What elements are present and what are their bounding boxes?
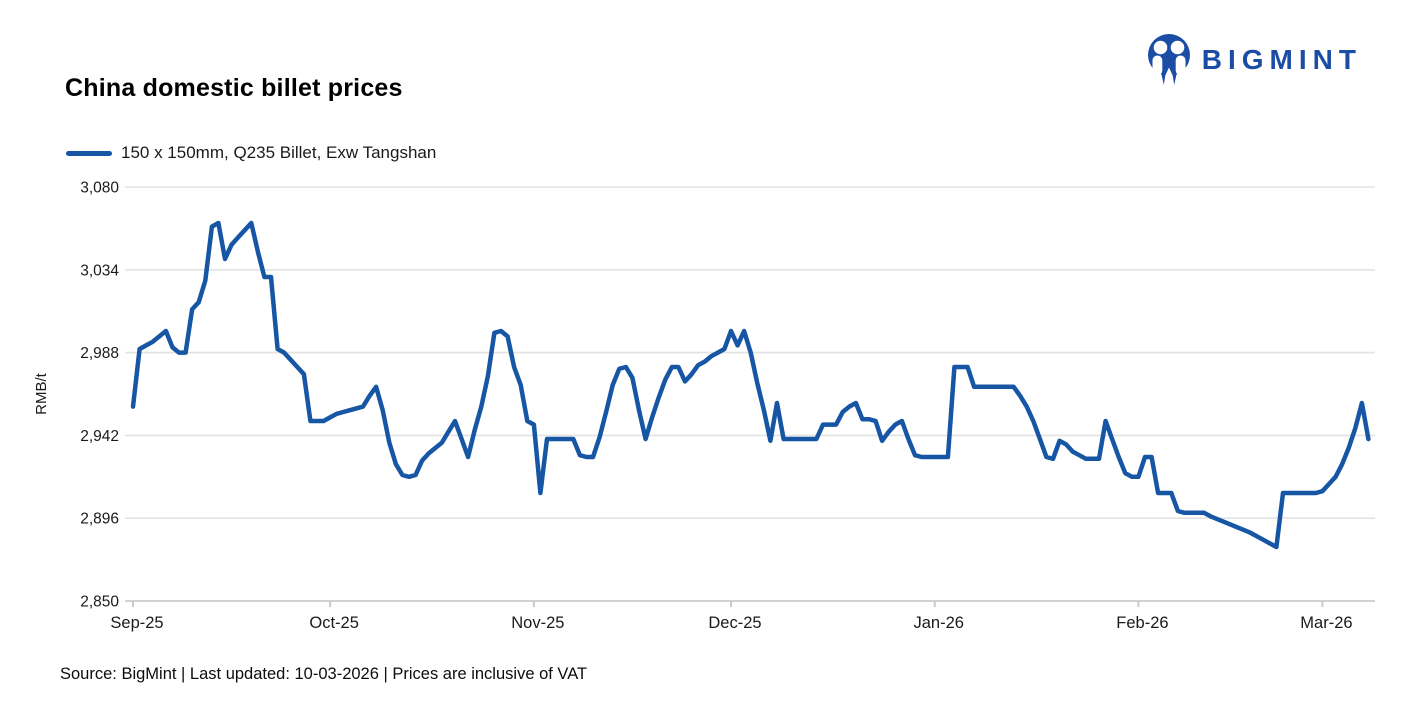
legend-series-label: 150 x 150mm, Q235 Billet, Exw Tangshan xyxy=(121,143,437,162)
bigmint-logo-text: BIGMINT xyxy=(1201,44,1362,75)
y-tick-label: 2,896 xyxy=(80,511,119,528)
x-tick-label: Feb-26 xyxy=(1116,614,1168,632)
y-tick-label: 2,942 xyxy=(80,428,119,445)
x-tick-label: Jan-26 xyxy=(913,614,963,632)
x-tick-label: Mar-26 xyxy=(1300,614,1352,632)
page-title: China domestic billet prices xyxy=(65,74,403,102)
billet-price-series-line xyxy=(130,220,1371,550)
x-tick-label: Oct-25 xyxy=(309,614,359,632)
x-tick-label: Dec-25 xyxy=(708,614,761,632)
x-tick-label: Sep-25 xyxy=(110,614,163,632)
x-tick-label: Nov-25 xyxy=(511,614,564,632)
y-tick-label: 2,988 xyxy=(80,345,119,362)
y-tick-label: 3,034 xyxy=(80,262,119,279)
legend-line-swatch xyxy=(66,150,112,156)
chart-legend: 150 x 150mm, Q235 Billet, Exw Tangshan xyxy=(66,143,436,163)
y-tick-label: 2,850 xyxy=(80,594,119,611)
bigmint-logo: BIGMINT xyxy=(1146,33,1362,87)
y-axis-title: RMB/t xyxy=(33,372,50,415)
y-tick-label: 3,080 xyxy=(80,180,119,197)
source-note: Source: BigMint | Last updated: 10-03-20… xyxy=(60,665,588,683)
bigmint-logo-icon xyxy=(1147,34,1190,85)
